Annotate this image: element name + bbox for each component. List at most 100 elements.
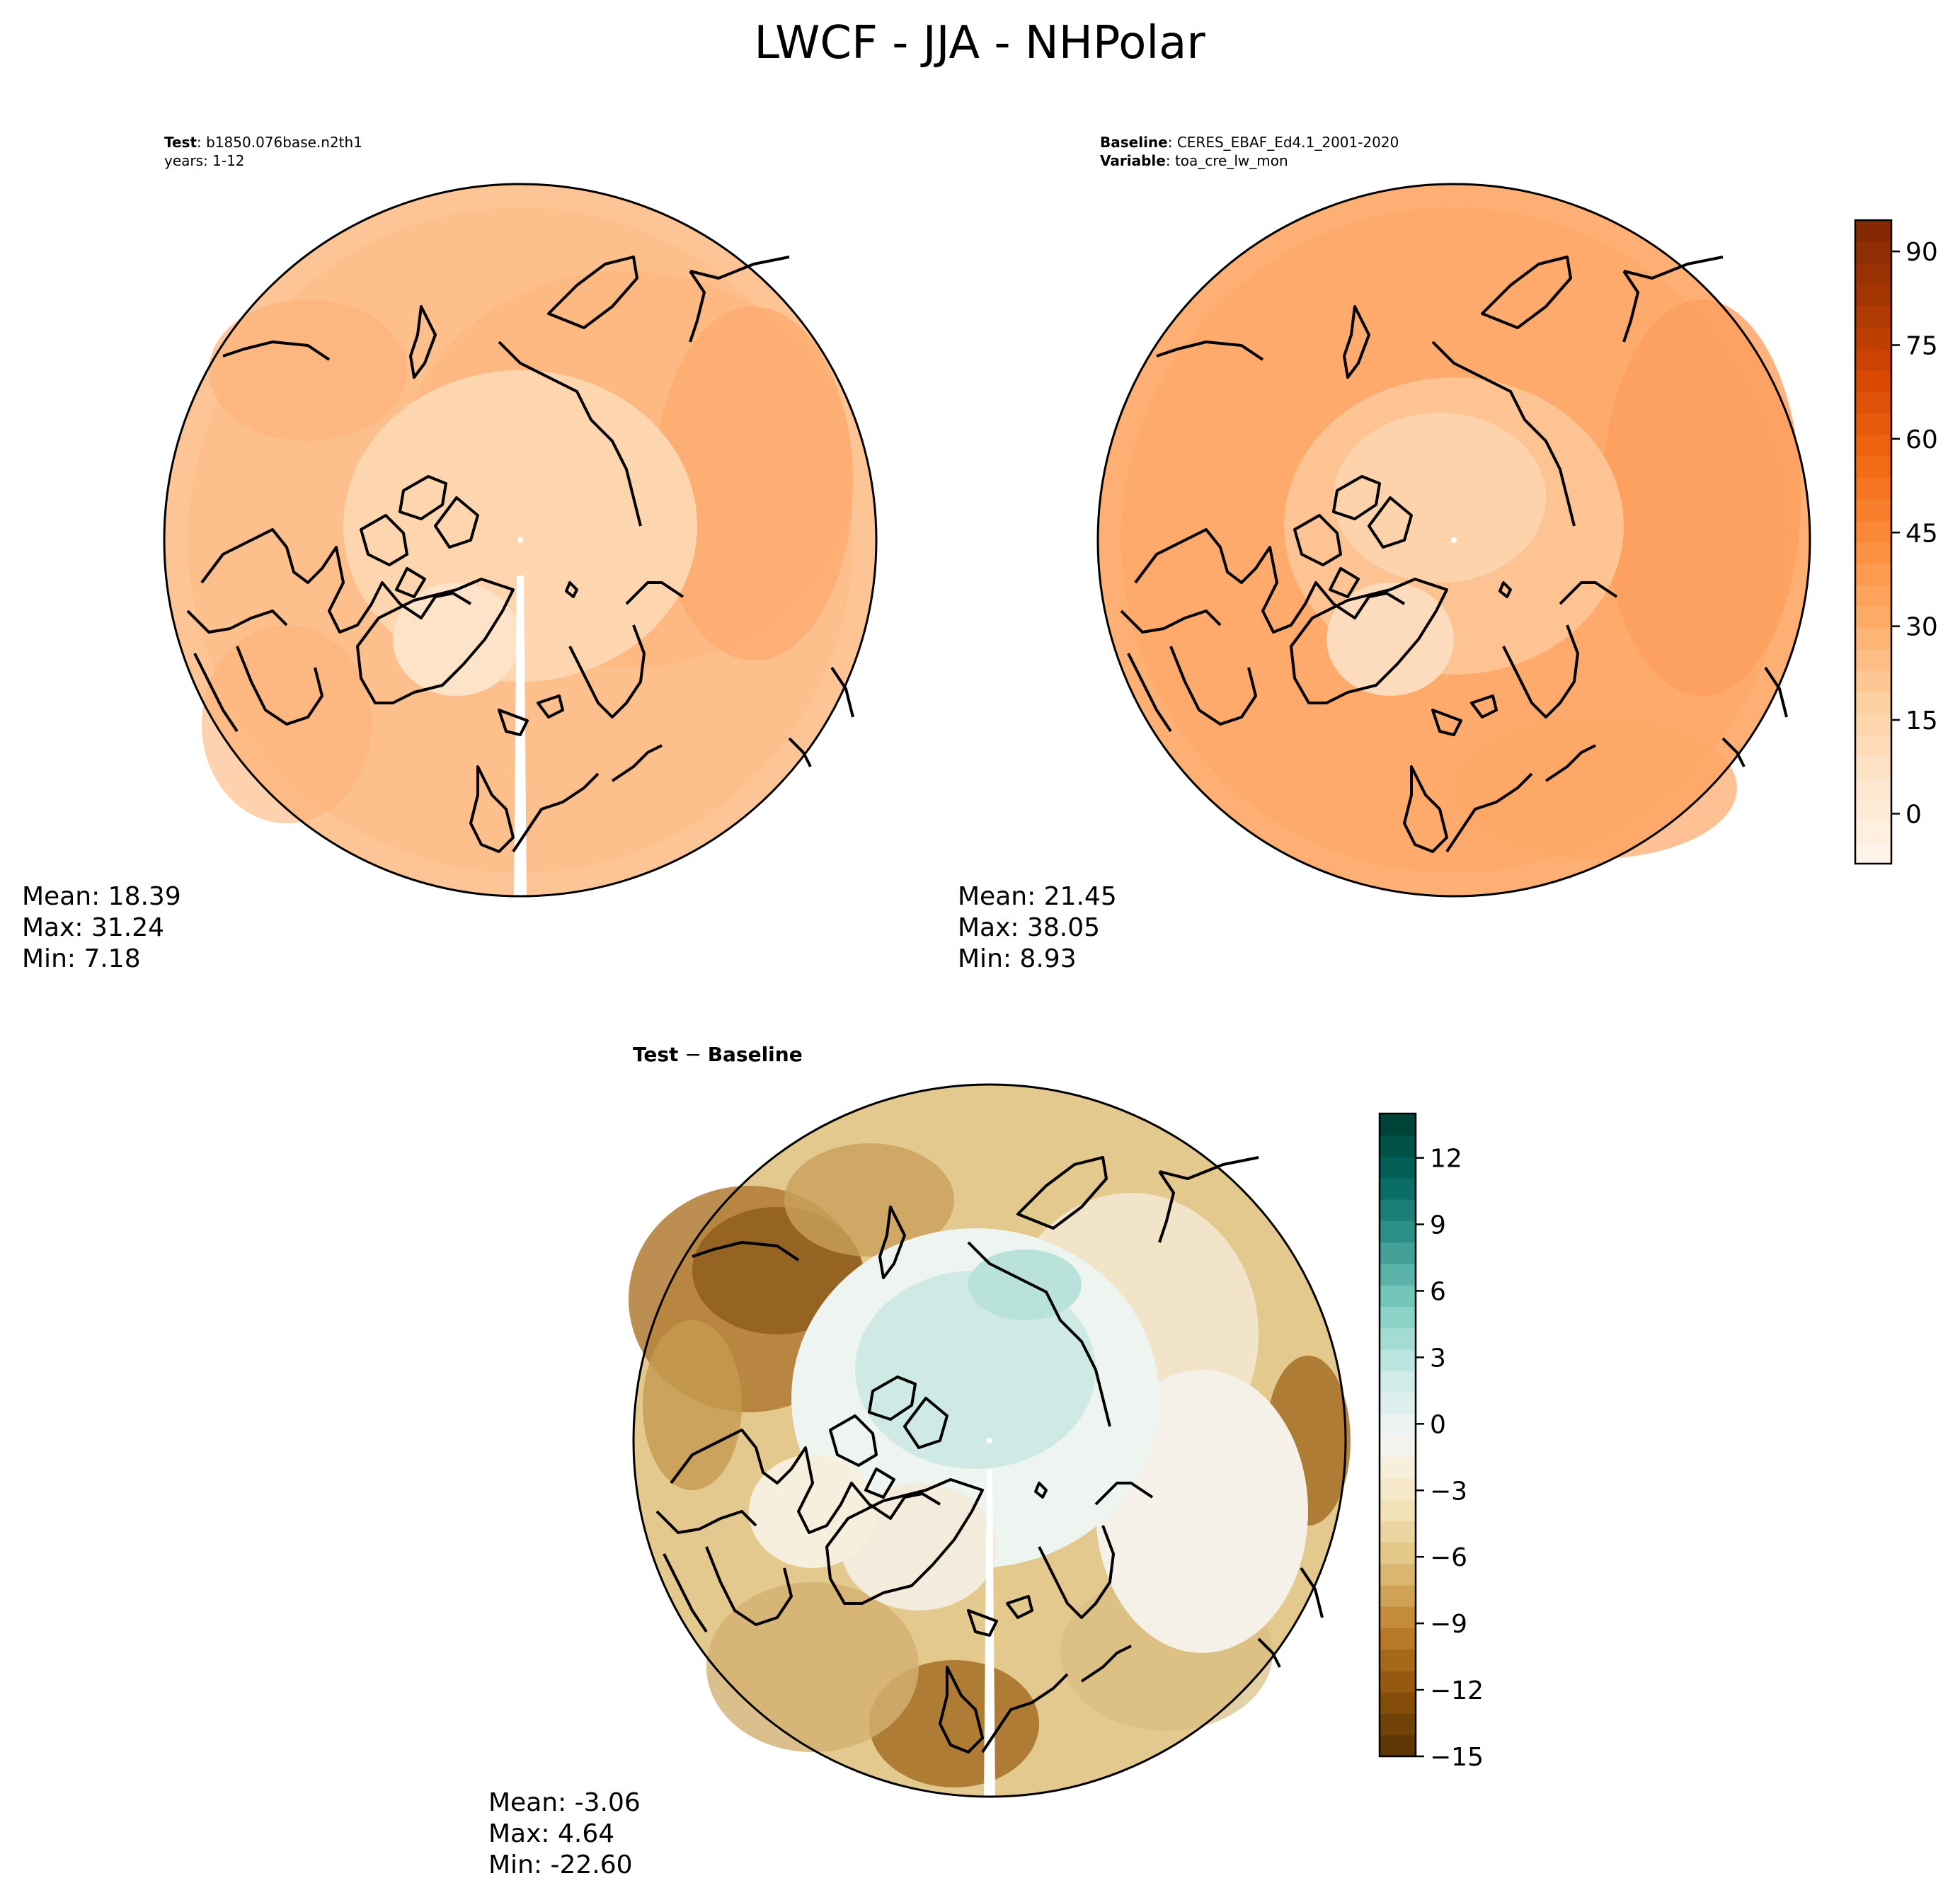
diff-colorbar-band (1380, 1114, 1416, 1135)
diff-colorbar: 12 9 6 3 0 −3 −6 −9 −12 −15 (1378, 1112, 1484, 1772)
diff-colorbar-band (1380, 1371, 1416, 1393)
diff-colorbar-band (1380, 1220, 1416, 1243)
main-colorbar-band (1855, 777, 1891, 800)
diff-colorbar-band (1380, 1349, 1416, 1371)
main-colorbar-tick-label: 75 (1905, 332, 1938, 361)
main-colorbar: 0 15 30 45 60 75 90 (1854, 219, 1938, 865)
main-colorbar-band (1855, 713, 1891, 736)
test-min: Min: 7.18 (22, 944, 141, 973)
diff-colorbar-band (1380, 1392, 1416, 1414)
diff-colorbar-band (1380, 1285, 1416, 1307)
test-mean: Mean: 18.39 (22, 882, 181, 911)
diff-colorbar-band (1380, 1649, 1416, 1671)
diff-colorbar-tick-label: 12 (1430, 1145, 1462, 1174)
baseline-max: Max: 38.05 (958, 913, 1100, 942)
diff-colorbar-band (1380, 1606, 1416, 1628)
diff-colorbar-tick-label: 6 (1430, 1277, 1446, 1306)
diff-colorbar-band (1380, 1499, 1416, 1521)
main-colorbar-band (1855, 413, 1891, 435)
main-colorbar-band (1855, 370, 1891, 392)
diff-colorbar-tick-label: −15 (1430, 1743, 1484, 1772)
main-colorbar-band (1855, 306, 1891, 328)
main-colorbar-band (1855, 284, 1891, 307)
diff-colorbar-band (1380, 1584, 1416, 1607)
diff-title-op: − (678, 1043, 707, 1066)
main-colorbar-band (1855, 820, 1891, 843)
diff-colorbar-band (1380, 1413, 1416, 1436)
diff-colorbar-band (1380, 1542, 1416, 1564)
main-colorbar-band (1855, 263, 1891, 285)
main-colorbar-band (1855, 670, 1891, 693)
main-colorbar-tick-label: 60 (1905, 425, 1938, 454)
main-colorbar-band (1855, 391, 1891, 414)
main-colorbar-tick-label: 90 (1905, 238, 1938, 267)
diff-map (629, 1083, 1351, 1798)
diff-colorbar-tick-label: 0 (1430, 1410, 1446, 1439)
main-colorbar-band (1855, 627, 1891, 650)
diff-mean: Mean: -3.06 (488, 1788, 641, 1817)
baseline-variable-key: Variable (1100, 152, 1166, 169)
main-colorbar-band (1855, 563, 1891, 585)
diff-min: Min: -22.60 (488, 1850, 633, 1880)
diff-colorbar-tick-label: −12 (1430, 1676, 1484, 1705)
main-colorbar-band (1855, 606, 1891, 629)
diff-max: Max: 4.64 (488, 1819, 614, 1848)
baseline-header-line2: Variable: toa_cre_lw_mon (1100, 152, 1288, 169)
diff-colorbar-tick-label: −6 (1430, 1543, 1467, 1572)
diff-colorbar-frame (1378, 1112, 1417, 1758)
baseline-header-key: Baseline (1100, 134, 1168, 151)
main-colorbar-band (1855, 692, 1891, 714)
diff-colorbar-band (1380, 1242, 1416, 1264)
diff-colorbar-tick-label: 3 (1430, 1344, 1446, 1373)
diff-colorbar-band (1380, 1477, 1416, 1500)
baseline-header-line1: Baseline: CERES_EBAF_Ed4.1_2001-2020 (1100, 134, 1399, 151)
baseline-map (1096, 183, 1811, 898)
main-colorbar-tick-label: 30 (1905, 613, 1938, 642)
diff-colorbar-tick-label: −3 (1430, 1477, 1467, 1506)
test-header-years: years: 1-12 (164, 152, 245, 169)
main-colorbar-tick-label: 45 (1905, 519, 1938, 548)
main-colorbar-band (1855, 799, 1891, 821)
main-colorbar-band (1855, 520, 1891, 543)
test-header-key: Test (164, 134, 197, 151)
test-map (163, 183, 878, 898)
main-colorbar-band (1855, 435, 1891, 457)
main-colorbar-band (1855, 585, 1891, 607)
diff-colorbar-band (1380, 1627, 1416, 1650)
diff-title-baseline: Baseline (708, 1043, 803, 1066)
diff-colorbar-band (1380, 1734, 1416, 1757)
diff-title-test: Test (633, 1043, 678, 1066)
diff-colorbar-band (1380, 1692, 1416, 1715)
main-colorbar-band (1855, 498, 1891, 521)
diff-colorbar-band (1380, 1199, 1416, 1221)
baseline-min: Min: 8.93 (958, 944, 1077, 973)
test-header-value: : b1850.076base.n2th1 (197, 134, 362, 151)
test-max: Max: 31.24 (22, 913, 164, 942)
baseline-variable-value: : toa_cre_lw_mon (1166, 152, 1288, 169)
diff-colorbar-band (1380, 1177, 1416, 1200)
main-colorbar-tick-label: 15 (1905, 706, 1938, 736)
main-colorbar-band (1855, 649, 1891, 671)
diff-panel: Test − Baseline Mean: -3.06 Max: 4 (488, 1043, 1351, 1880)
main-colorbar-band (1855, 756, 1891, 779)
main-colorbar-band (1855, 327, 1891, 350)
main-colorbar-frame (1854, 219, 1893, 865)
main-colorbar-band (1855, 348, 1891, 371)
diff-colorbar-band (1380, 1521, 1416, 1543)
diff-colorbar-band (1380, 1327, 1416, 1350)
test-header-line1: Test: b1850.076base.n2th1 (164, 134, 362, 151)
main-colorbar-band (1855, 735, 1891, 757)
baseline-header-value: : CERES_EBAF_Ed4.1_2001-2020 (1168, 134, 1399, 151)
main-colorbar-band (1855, 542, 1891, 564)
diff-colorbar-band (1380, 1563, 1416, 1586)
main-colorbar-band (1855, 241, 1891, 264)
diff-colorbar-band (1380, 1713, 1416, 1736)
main-colorbar-tick-label: 0 (1905, 800, 1922, 829)
diff-colorbar-tick-label: −9 (1430, 1610, 1467, 1639)
test-panel: Test: b1850.076base.n2th1 years: 1-12 Me… (22, 134, 878, 973)
figure-title: LWCF - JJA - NHPolar (754, 17, 1205, 69)
main-colorbar-band (1855, 456, 1891, 479)
main-colorbar-band (1855, 220, 1891, 242)
baseline-mean: Mean: 21.45 (958, 882, 1117, 911)
